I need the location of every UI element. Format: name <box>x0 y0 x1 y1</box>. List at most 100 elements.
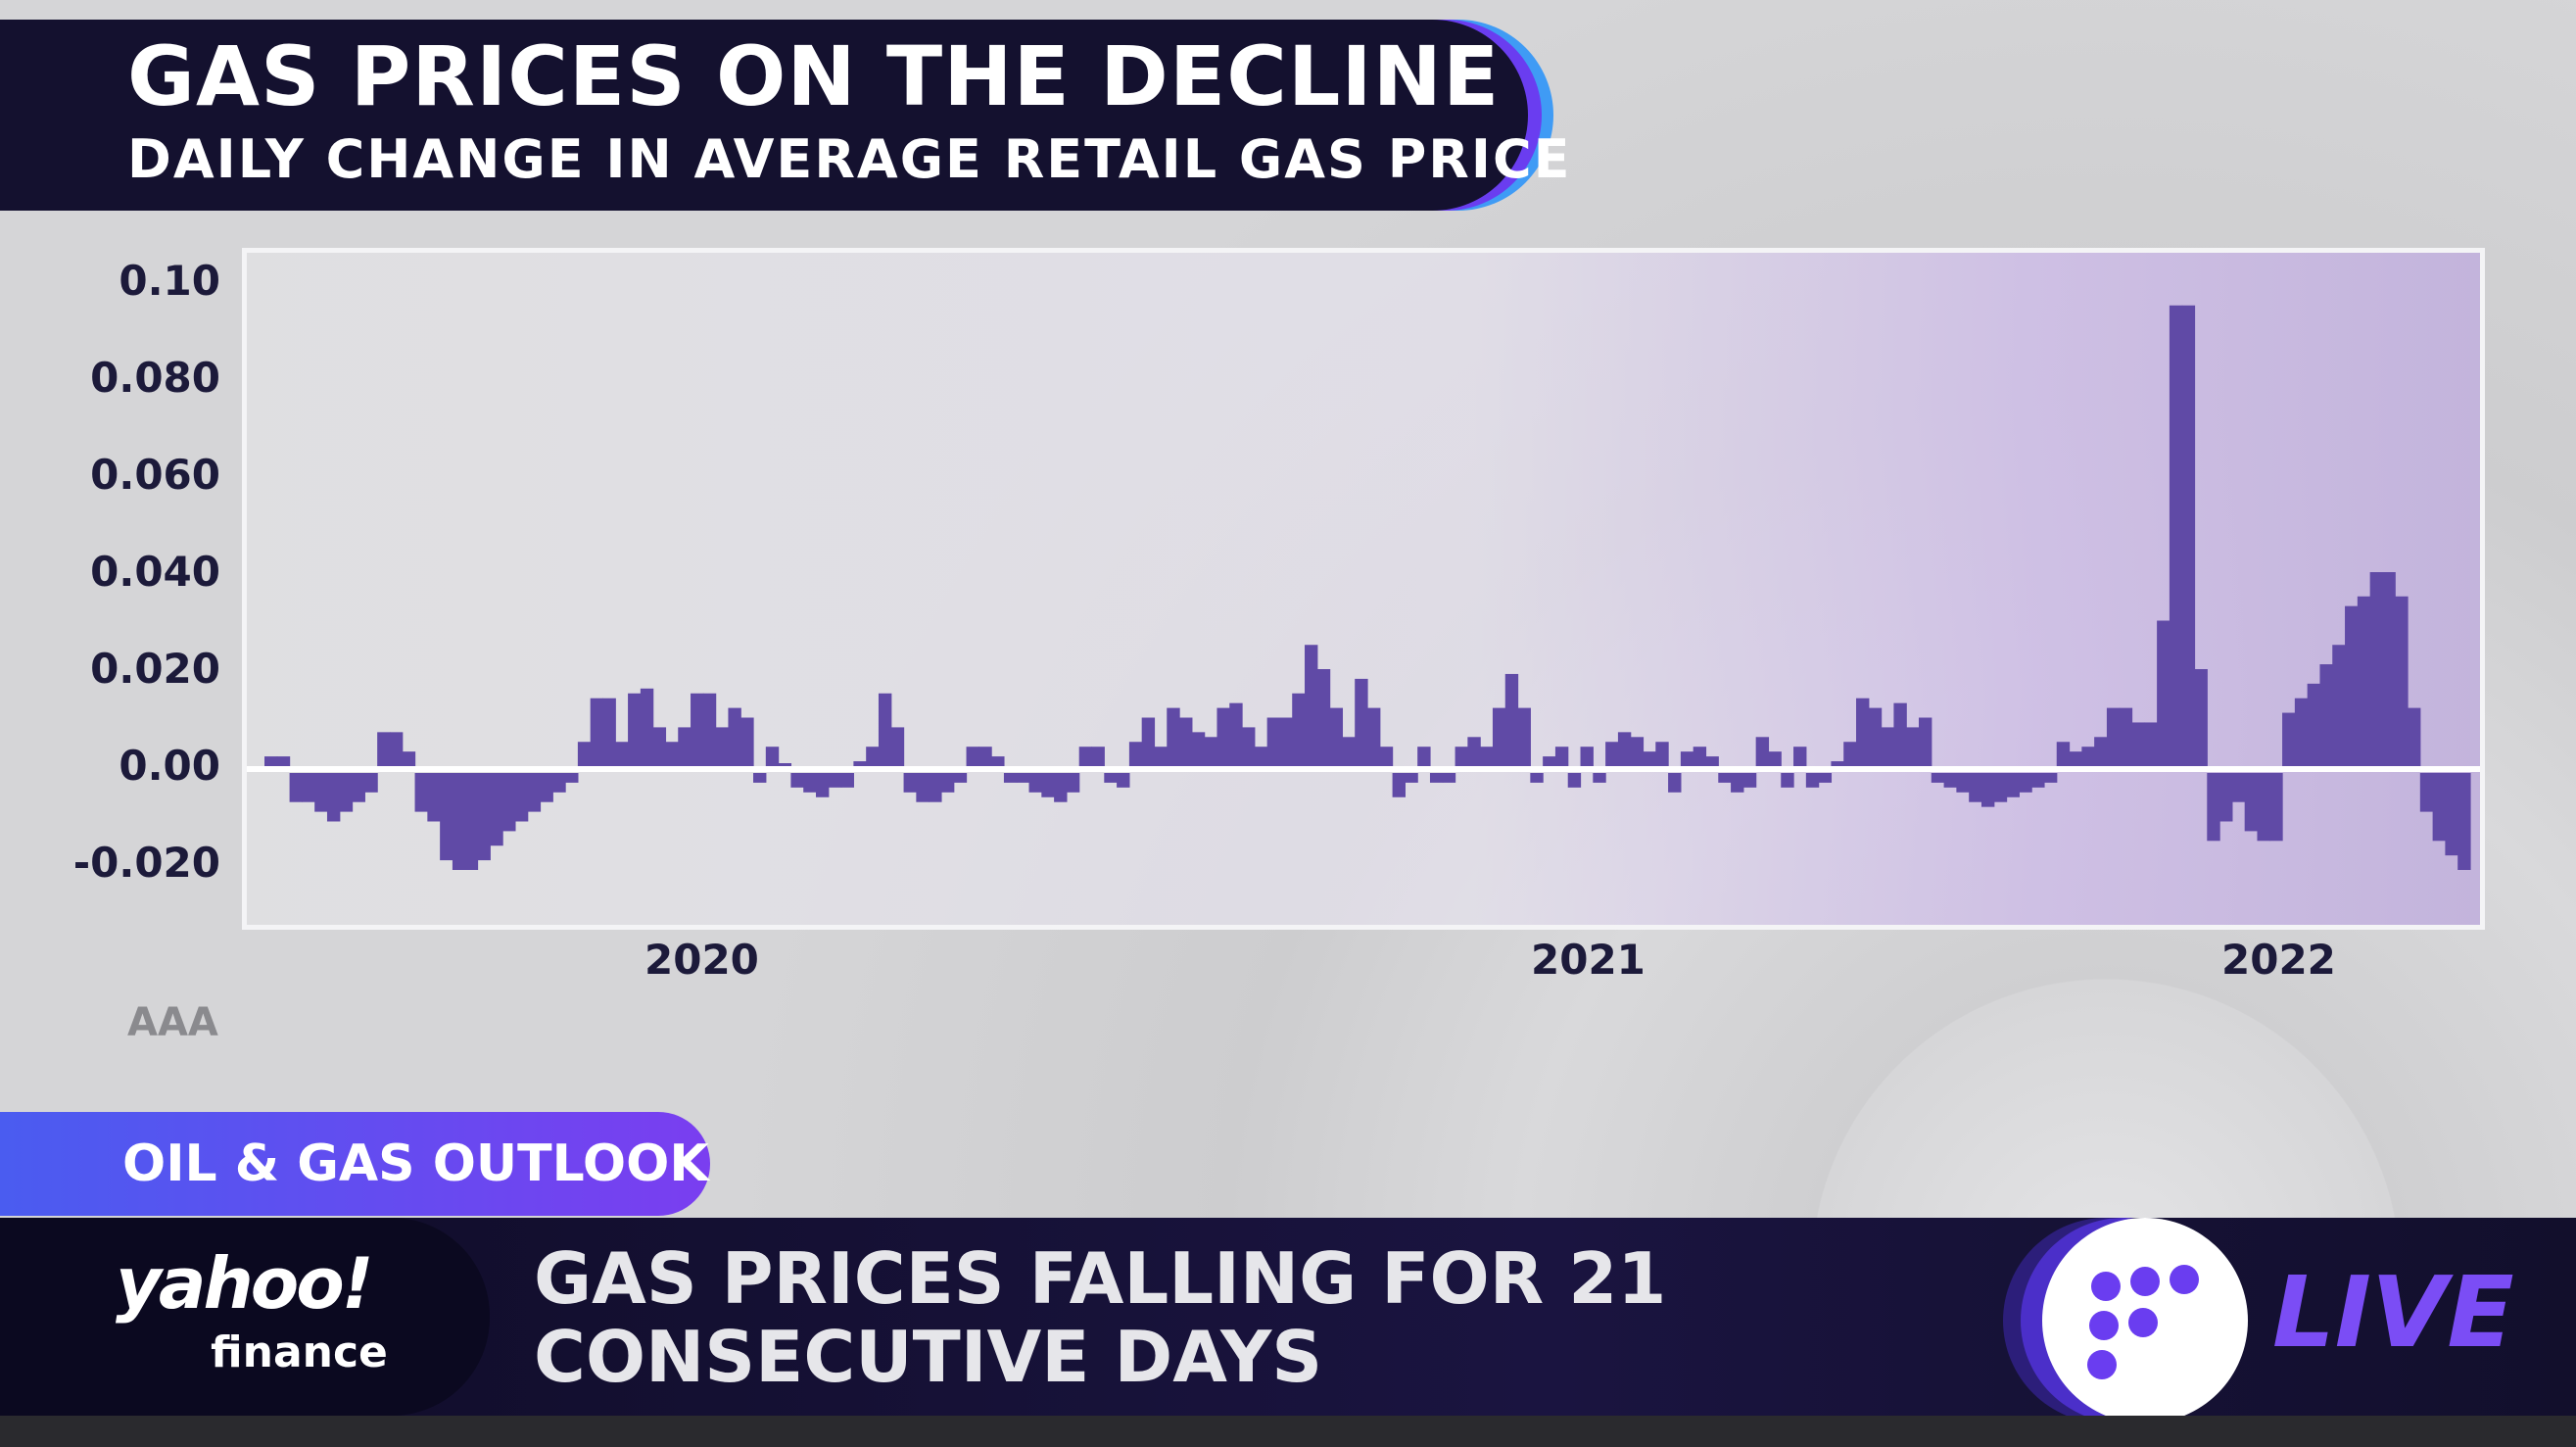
bar <box>665 742 679 766</box>
bar <box>828 773 842 788</box>
bar <box>1305 645 1318 766</box>
bar <box>840 773 854 788</box>
bar <box>1242 727 1256 766</box>
bar <box>1856 698 1870 766</box>
bar <box>1956 773 1970 793</box>
yahoo-finance-dots-icon <box>2042 1218 2248 1423</box>
bar <box>1593 773 1606 783</box>
bar <box>2244 773 2259 832</box>
x-tick-label: 2020 <box>644 936 759 984</box>
bar <box>1467 737 1481 766</box>
bar <box>1342 737 1356 766</box>
bar <box>953 773 968 783</box>
bar <box>2219 773 2233 822</box>
bar <box>1041 773 1055 797</box>
bar <box>2081 747 2095 766</box>
y-tick-label: 0.00 <box>119 742 220 790</box>
bar <box>702 693 717 766</box>
bar <box>2382 572 2396 766</box>
bar <box>1028 773 1042 793</box>
bar <box>1329 707 1344 766</box>
bar <box>1254 747 1268 766</box>
bar <box>765 747 780 766</box>
bar <box>1504 673 1519 766</box>
y-tick-label: 0.020 <box>90 645 220 693</box>
bar <box>289 773 303 802</box>
bar <box>527 773 542 812</box>
bar <box>1355 678 1368 766</box>
y-tick-label: 0.080 <box>90 354 220 402</box>
bar <box>615 742 629 766</box>
bar <box>1405 773 1418 783</box>
bar <box>2106 707 2121 766</box>
bar <box>389 732 404 766</box>
bar <box>514 773 529 822</box>
bar <box>1141 717 1156 766</box>
bar <box>2069 751 2082 766</box>
bar <box>2119 707 2133 766</box>
bar <box>1455 747 1468 766</box>
bar <box>1742 773 1757 788</box>
y-tick-label: 0.060 <box>90 451 220 499</box>
bar <box>490 773 503 846</box>
bar <box>2408 707 2421 766</box>
bar <box>816 773 830 797</box>
bar <box>2445 773 2458 856</box>
bar <box>903 773 917 793</box>
bar <box>2056 742 2071 766</box>
bar <box>691 693 704 766</box>
bar <box>1693 747 1707 766</box>
logo-brand-sub: finance <box>211 1327 388 1377</box>
y-tick-label: 0.040 <box>90 548 220 596</box>
segment-tag: OIL & GAS OUTLOOK <box>0 1112 710 1216</box>
bar <box>890 727 905 766</box>
bar <box>552 773 566 793</box>
bar <box>1154 747 1168 766</box>
bar <box>1993 773 2008 802</box>
bar <box>1793 747 1807 766</box>
bar <box>929 773 942 802</box>
bar <box>377 732 391 766</box>
headline-line-2: CONSECUTIVE DAYS <box>534 1316 1323 1398</box>
bar <box>1655 742 1669 766</box>
bar <box>1969 773 1982 802</box>
bar <box>1292 693 1306 766</box>
bar <box>1104 773 1118 783</box>
bar <box>2419 773 2434 812</box>
bar <box>502 773 516 832</box>
bar <box>1167 707 1180 766</box>
zero-line <box>247 766 2480 772</box>
bar <box>590 698 604 766</box>
bar <box>565 773 579 783</box>
bar <box>2307 683 2321 766</box>
bar <box>1630 737 1645 766</box>
bar <box>2181 305 2196 766</box>
y-tick-label: -0.020 <box>72 839 220 887</box>
bar <box>1266 717 1281 766</box>
bar <box>966 747 979 766</box>
bar <box>1229 702 1243 766</box>
chart-plot-area <box>242 248 2485 930</box>
bar <box>339 773 354 812</box>
bar <box>440 773 453 861</box>
bar <box>991 756 1005 766</box>
bar <box>878 693 892 766</box>
bar <box>715 727 730 766</box>
bar <box>2043 773 2058 783</box>
bar <box>1554 747 1569 766</box>
bar <box>1755 737 1770 766</box>
bar <box>2332 645 2346 766</box>
bar <box>1668 773 1682 793</box>
live-badge: LIVE <box>2272 1255 2514 1370</box>
bar <box>2094 737 2108 766</box>
bar <box>477 773 491 861</box>
bar <box>602 698 616 766</box>
bar <box>1643 751 1656 766</box>
bar <box>1805 773 1820 788</box>
bar <box>1078 747 1093 766</box>
bar <box>2457 773 2471 870</box>
bar <box>978 747 992 766</box>
bar <box>1066 773 1080 793</box>
bar <box>1530 773 1544 783</box>
bar <box>540 773 553 802</box>
